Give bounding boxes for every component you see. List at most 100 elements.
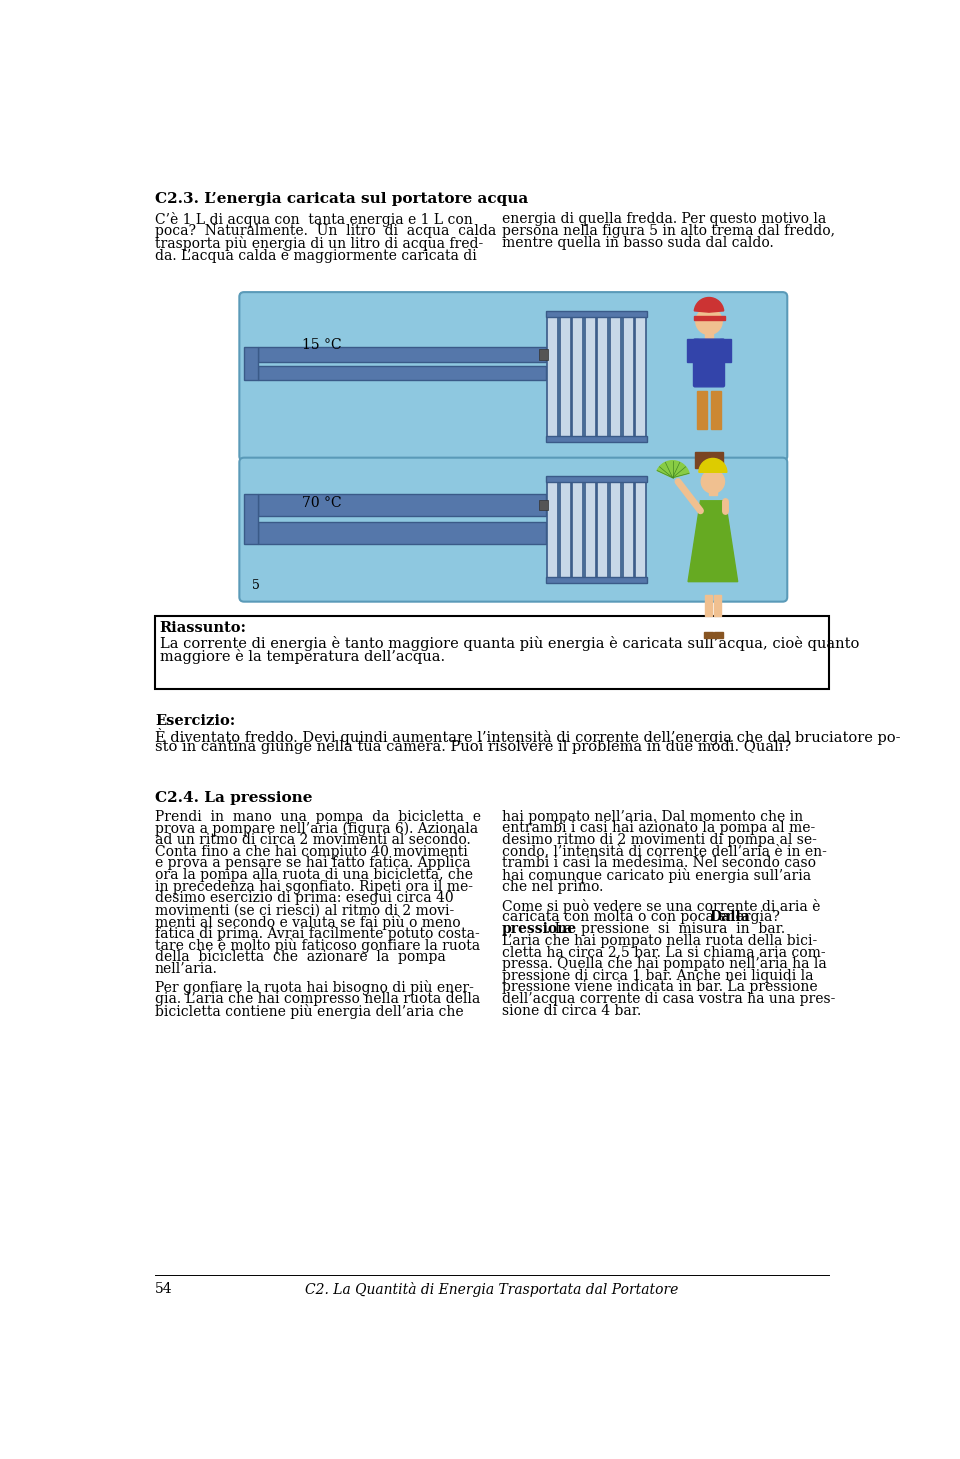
Wedge shape: [658, 461, 689, 477]
Text: 15 °C: 15 °C: [302, 337, 342, 352]
Text: menti al secondo e valuta se fai più o meno: menti al secondo e valuta se fai più o m…: [155, 915, 461, 929]
Text: Come si può vedere se una corrente di aria è: Come si può vedere se una corrente di ar…: [502, 899, 821, 913]
Bar: [572, 477, 584, 582]
Text: pressione viene indicata in bar. La pressione: pressione viene indicata in bar. La pres…: [502, 980, 818, 995]
Text: Conta fino a che hai compiuto 40 movimenti: Conta fino a che hai compiuto 40 movimen…: [155, 845, 468, 859]
FancyBboxPatch shape: [239, 458, 787, 601]
Bar: [713, 595, 721, 616]
Bar: [546, 576, 647, 584]
Bar: [539, 499, 548, 511]
Text: Riassunto:: Riassunto:: [159, 622, 247, 635]
Text: C2.4. La pressione: C2.4. La pressione: [155, 791, 312, 805]
Text: condo, l’intensità di corrente dell’aria è in en-: condo, l’intensità di corrente dell’aria…: [502, 845, 827, 859]
Text: ad un ritmo di circa 2 movimenti al secondo.: ad un ritmo di circa 2 movimenti al seco…: [155, 833, 470, 848]
Bar: [547, 477, 558, 582]
Bar: [560, 477, 570, 582]
Bar: [623, 312, 634, 441]
Bar: [539, 349, 548, 360]
Bar: [610, 312, 621, 441]
Text: mentre quella in basso suda dal caldo.: mentre quella in basso suda dal caldo.: [502, 236, 774, 249]
Bar: [687, 338, 698, 362]
Bar: [560, 312, 570, 441]
Polygon shape: [688, 500, 737, 582]
Bar: [695, 452, 709, 468]
Text: 70 °C: 70 °C: [302, 496, 342, 509]
Text: trambi i casi la medesima. Nel secondo caso: trambi i casi la medesima. Nel secondo c…: [502, 856, 816, 871]
Bar: [546, 476, 647, 483]
Text: pressione di circa 1 bar. Anche nei liquidi la: pressione di circa 1 bar. Anche nei liqu…: [502, 969, 813, 983]
Text: movimenti (se ci riesci) al ritmo di 2 movi-: movimenti (se ci riesci) al ritmo di 2 m…: [155, 903, 454, 918]
Text: bicicletta contiene più energia dell’aria che: bicicletta contiene più energia dell’ari…: [155, 1004, 464, 1018]
Circle shape: [701, 470, 725, 493]
Bar: [720, 338, 731, 362]
Bar: [244, 347, 258, 381]
Wedge shape: [694, 298, 724, 312]
Bar: [597, 312, 609, 441]
Bar: [155, 616, 829, 690]
Text: e prova a pensare se hai fatto fatica. Applica: e prova a pensare se hai fatto fatica. A…: [155, 856, 470, 871]
Text: desimo esercizio di prima: esegui circa 40: desimo esercizio di prima: esegui circa …: [155, 891, 453, 906]
Text: Prendi  in  mano  una  pompa  da  bicicletta  e: Prendi in mano una pompa da bicicletta e: [155, 810, 481, 823]
Text: poca?  Naturalmente.  Un  litro  di  acqua  calda: poca? Naturalmente. Un litro di acqua ca…: [155, 225, 496, 238]
Text: sto in cantina giunge nella tua camera. Puoi risolvere il problema in due modi. : sto in cantina giunge nella tua camera. …: [155, 740, 791, 754]
Text: 5: 5: [252, 579, 259, 592]
Bar: [610, 477, 621, 582]
Bar: [244, 495, 258, 544]
Text: sione di circa 4 bar.: sione di circa 4 bar.: [502, 1004, 641, 1018]
Bar: [258, 522, 546, 544]
Text: pressione: pressione: [502, 922, 577, 935]
Text: pressa. Quella che hai pompato nell’aria ha la: pressa. Quella che hai pompato nell’aria…: [502, 957, 827, 972]
Text: L’aria che hai pompato nella ruota della bici-: L’aria che hai pompato nella ruota della…: [502, 934, 817, 948]
Text: da. L’acqua calda è maggiormente caricata di: da. L’acqua calda è maggiormente caricat…: [155, 248, 476, 263]
Text: che nel primo.: che nel primo.: [502, 880, 604, 894]
Bar: [546, 311, 647, 317]
Text: Per gonfiare la ruota hai bisogno di più ener-: Per gonfiare la ruota hai bisogno di più…: [155, 980, 473, 995]
Wedge shape: [699, 458, 727, 473]
Text: 54: 54: [155, 1282, 173, 1297]
Bar: [585, 312, 596, 441]
Text: È diventato freddo. Devi quindi aumentare l’intensità di corrente dell’energia c: È diventato freddo. Devi quindi aumentar…: [155, 728, 900, 746]
Text: prova a pompare nell’aria (figura 6). Azionala: prova a pompare nell’aria (figura 6). Az…: [155, 821, 478, 836]
Text: C2. La Quantità di Energia Trasportata dal Portatore: C2. La Quantità di Energia Trasportata d…: [305, 1282, 679, 1297]
Bar: [623, 477, 634, 582]
Bar: [597, 477, 609, 582]
Bar: [546, 436, 647, 442]
Text: . La  pressione  si  misura  in  bar.: . La pressione si misura in bar.: [546, 922, 785, 935]
Bar: [713, 632, 723, 638]
Bar: [572, 312, 584, 441]
Text: C2.3. L’energia caricata sul portatore acqua: C2.3. L’energia caricata sul portatore a…: [155, 193, 528, 206]
Text: Esercizio:: Esercizio:: [155, 713, 235, 728]
Text: entrambi i casi hai azionato la pompa al me-: entrambi i casi hai azionato la pompa al…: [502, 821, 815, 835]
Text: nell’aria.: nell’aria.: [155, 961, 218, 976]
Text: hai comunque caricato più energia sull’aria: hai comunque caricato più energia sull’a…: [502, 868, 811, 883]
Bar: [706, 595, 712, 616]
Bar: [258, 495, 546, 516]
Text: energia di quella fredda. Per questo motivo la: energia di quella fredda. Per questo mot…: [502, 212, 827, 226]
Bar: [709, 452, 723, 468]
FancyBboxPatch shape: [239, 292, 787, 461]
Text: fatica di prima. Avrai facilmente potuto costa-: fatica di prima. Avrai facilmente potuto…: [155, 926, 480, 941]
Text: C’è 1 L di acqua con  tanta energia e 1 L con: C’è 1 L di acqua con tanta energia e 1 L…: [155, 212, 472, 228]
Bar: [710, 391, 721, 429]
Text: in precedenza hai sgonfiato. Ripeti ora il me-: in precedenza hai sgonfiato. Ripeti ora …: [155, 880, 473, 894]
Bar: [636, 477, 646, 582]
Bar: [697, 391, 708, 429]
Text: caricata con molta o con poca energia?: caricata con molta o con poca energia?: [502, 910, 784, 924]
Bar: [636, 312, 646, 441]
Text: La corrente di energia è tanto maggiore quanta più energia è caricata sull’acqua: La corrente di energia è tanto maggiore …: [159, 636, 859, 651]
Bar: [258, 366, 546, 381]
Text: dell’acqua corrente di casa vostra ha una pres-: dell’acqua corrente di casa vostra ha un…: [502, 992, 835, 1007]
Text: ora la pompa alla ruota di una bicicletta, che: ora la pompa alla ruota di una biciclett…: [155, 868, 473, 883]
Text: Dalla: Dalla: [709, 910, 751, 924]
FancyBboxPatch shape: [693, 338, 725, 387]
Text: cletta ha circa 2,5 bar. La si chiama aria com-: cletta ha circa 2,5 bar. La si chiama ar…: [502, 945, 826, 960]
Text: gia. L’aria che hai compresso nella ruota della: gia. L’aria che hai compresso nella ruot…: [155, 992, 480, 1007]
Bar: [693, 317, 725, 320]
Bar: [704, 632, 713, 638]
Text: trasporta più energia di un litro di acqua fred-: trasporta più energia di un litro di acq…: [155, 236, 483, 251]
Bar: [706, 333, 713, 338]
Bar: [585, 477, 596, 582]
Text: desimo ritmo di 2 movimenti di pompa al se-: desimo ritmo di 2 movimenti di pompa al …: [502, 833, 817, 848]
Text: persona nella figura 5 in alto trema dal freddo,: persona nella figura 5 in alto trema dal…: [502, 225, 835, 238]
Text: tare che è molto più faticoso gonfiare la ruota: tare che è molto più faticoso gonfiare l…: [155, 938, 480, 953]
